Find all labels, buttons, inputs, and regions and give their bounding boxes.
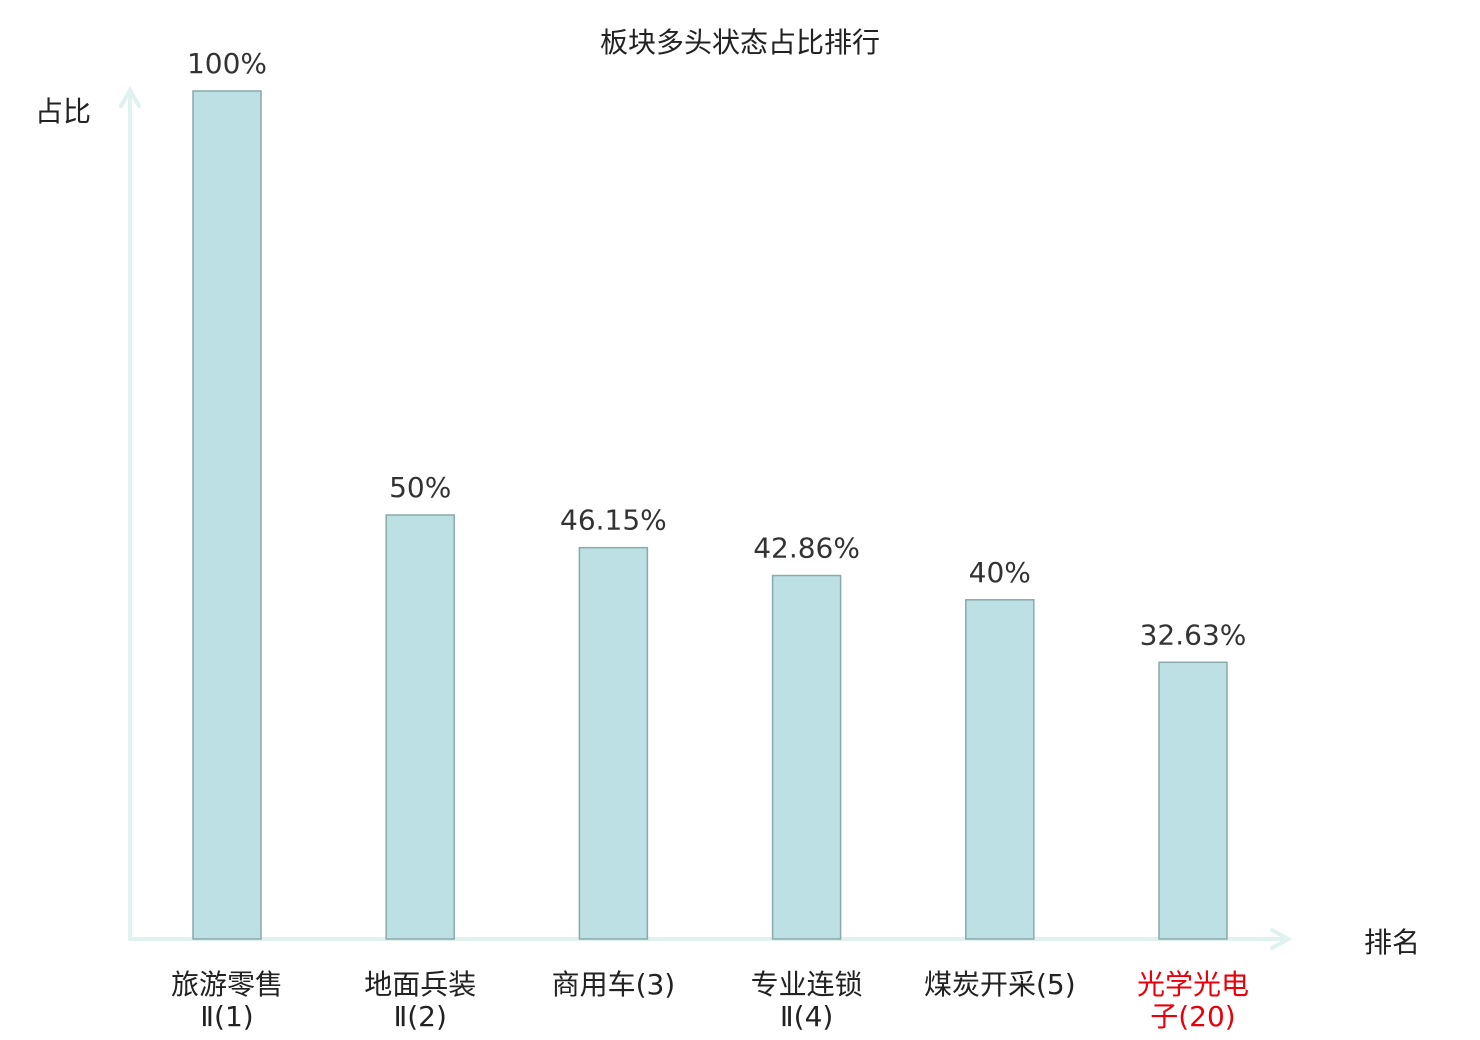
x-tick-label: 光学光电: [1137, 968, 1249, 1001]
bar: [1158, 661, 1228, 940]
x-tick-label: 旅游零售: [171, 968, 283, 1001]
bar: [965, 599, 1035, 940]
x-tick-label: 地面兵装: [364, 968, 476, 1001]
x-tick-label: 煤炭开采(5): [924, 968, 1076, 1001]
x-tick-label: Ⅱ(4): [780, 1000, 833, 1033]
data-label: 100%: [187, 47, 267, 80]
bar: [771, 574, 842, 940]
y-axis-label: 占比: [35, 95, 91, 128]
bar: [385, 514, 455, 940]
x-tick-label: 商用车(3): [552, 968, 676, 1001]
data-label: 40%: [969, 556, 1031, 589]
data-label: 42.86%: [753, 532, 860, 565]
bar: [578, 546, 649, 940]
x-tick-label: 子(20): [1150, 1000, 1235, 1033]
data-label: 46.15%: [560, 504, 667, 537]
x-axis-label: 排名: [1364, 926, 1420, 959]
x-axis-arrow-icon: [1270, 928, 1293, 950]
y-axis-arrow-icon: [119, 85, 141, 108]
x-tick-label: Ⅱ(1): [200, 1000, 253, 1033]
chart-title: 板块多头状态占比排行: [600, 26, 880, 59]
x-tick-label: 专业连锁: [751, 968, 863, 1001]
data-label: 50%: [389, 471, 451, 504]
data-label: 32.63%: [1140, 618, 1247, 651]
axes: [119, 85, 1293, 950]
x-tick-label: Ⅱ(2): [393, 1000, 446, 1033]
bar: [192, 90, 262, 940]
